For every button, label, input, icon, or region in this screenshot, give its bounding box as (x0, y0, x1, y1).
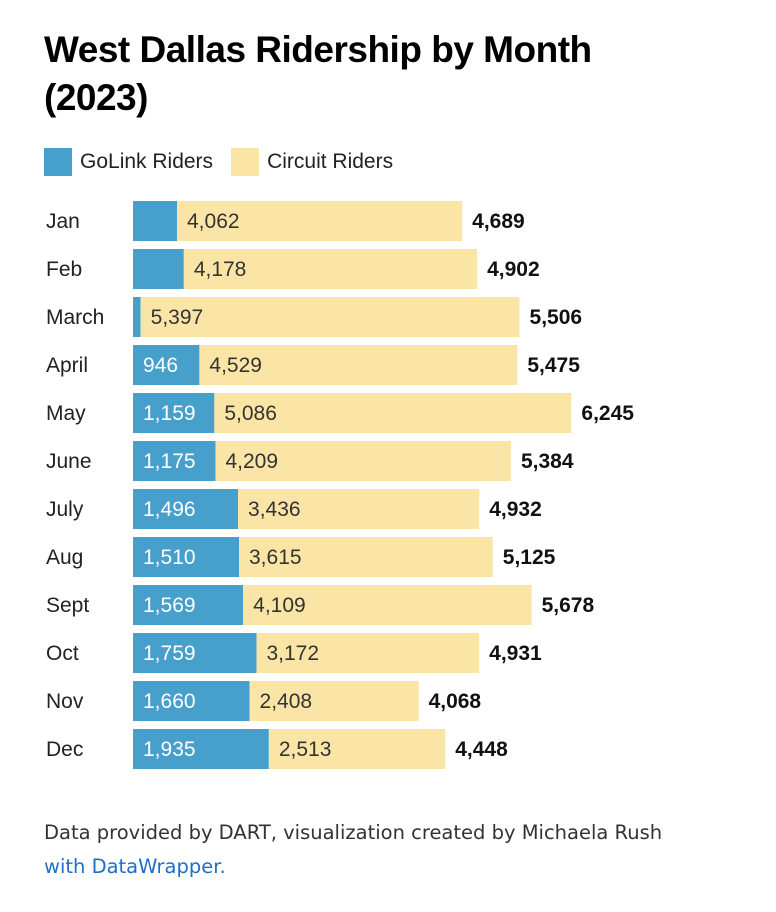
bar-circuit (215, 441, 511, 481)
data-label-circuit: 2,513 (279, 738, 332, 761)
category-label: June (46, 450, 92, 473)
data-label-circuit: 4,178 (194, 258, 247, 281)
total-label: 4,689 (472, 210, 525, 233)
bar-circuit (177, 201, 463, 241)
legend-swatch-golink (44, 148, 72, 176)
bar-circuit (238, 489, 480, 529)
total-label: 5,125 (503, 546, 556, 569)
legend-label-circuit: Circuit Riders (267, 150, 394, 173)
data-label-circuit: 4,109 (253, 594, 306, 617)
category-label: Aug (46, 546, 83, 569)
data-label-circuit: 4,209 (225, 450, 278, 473)
bar-golink (133, 297, 141, 337)
bar-circuit (199, 345, 518, 385)
bar-golink (133, 489, 239, 529)
data-label-circuit: 3,436 (248, 498, 301, 521)
footer: Data provided by DART, visualization cre… (44, 816, 662, 884)
bar-golink (133, 345, 200, 385)
total-label: 5,384 (521, 450, 574, 473)
bar-circuit (268, 729, 446, 769)
category-label: Dec (46, 738, 83, 761)
bar-golink (133, 537, 240, 577)
data-label-circuit: 3,615 (249, 546, 302, 569)
datawrapper-link[interactable]: with DataWrapper. (44, 855, 226, 878)
bar-golink (133, 393, 215, 433)
category-label: Feb (46, 258, 82, 281)
data-label-circuit: 5,086 (224, 402, 277, 425)
total-label: 5,506 (530, 306, 583, 329)
data-label-golink: 946 (143, 354, 178, 377)
data-label-golink: 1,759 (143, 642, 196, 665)
data-label-circuit: 4,529 (209, 354, 262, 377)
data-label-golink: 1,569 (143, 594, 196, 617)
data-label-circuit: 5,397 (151, 306, 204, 329)
data-label-golink: 1,159 (143, 402, 196, 425)
category-label: April (46, 354, 88, 377)
total-label: 5,678 (542, 594, 595, 617)
total-label: 4,902 (487, 258, 540, 281)
category-label: Sept (46, 594, 89, 617)
category-label: Oct (46, 642, 79, 665)
legend: GoLink Riders Circuit Riders (44, 148, 411, 176)
data-label-golink: 1,935 (143, 738, 196, 761)
category-label: July (46, 498, 84, 521)
category-label: Nov (46, 690, 84, 713)
bar-circuit (140, 297, 520, 337)
category-label: March (46, 306, 104, 329)
category-label: May (46, 402, 86, 425)
data-label-golink: 1,175 (143, 450, 196, 473)
total-label: 4,931 (489, 642, 542, 665)
data-label-golink: 1,660 (143, 690, 196, 713)
total-label: 4,448 (455, 738, 508, 761)
bar-golink (133, 729, 269, 769)
bar-circuit (214, 393, 572, 433)
legend-item-circuit: Circuit Riders (231, 148, 393, 176)
data-label-golink: 1,510 (143, 546, 196, 569)
bar-golink (133, 633, 257, 673)
bar-golink (133, 585, 244, 625)
data-label-golink: 1,496 (143, 498, 196, 521)
category-label: Jan (46, 210, 80, 233)
legend-item-golink: GoLink Riders (44, 148, 213, 176)
data-label-circuit: 2,408 (260, 690, 313, 713)
data-label-circuit: 4,062 (187, 210, 240, 233)
bar-golink (133, 681, 250, 721)
source-note: Data provided by DART, visualization cre… (44, 821, 663, 844)
chart-title: West Dallas Ridership by Month (2023) (44, 29, 592, 118)
total-label: 4,068 (429, 690, 482, 713)
bar-golink (133, 249, 184, 289)
bar-circuit (243, 585, 532, 625)
bar-circuit (183, 249, 478, 289)
total-label: 5,475 (527, 354, 580, 377)
data-label-circuit: 3,172 (266, 642, 319, 665)
bar-circuit (256, 633, 480, 673)
legend-swatch-circuit (231, 148, 260, 176)
bar-circuit (239, 537, 493, 577)
total-label: 6,245 (581, 402, 634, 425)
bar-circuit (249, 681, 419, 721)
legend-label-golink: GoLink Riders (80, 150, 214, 173)
bar-golink (133, 201, 178, 241)
bar-golink (133, 441, 216, 481)
total-label: 4,932 (489, 498, 542, 521)
